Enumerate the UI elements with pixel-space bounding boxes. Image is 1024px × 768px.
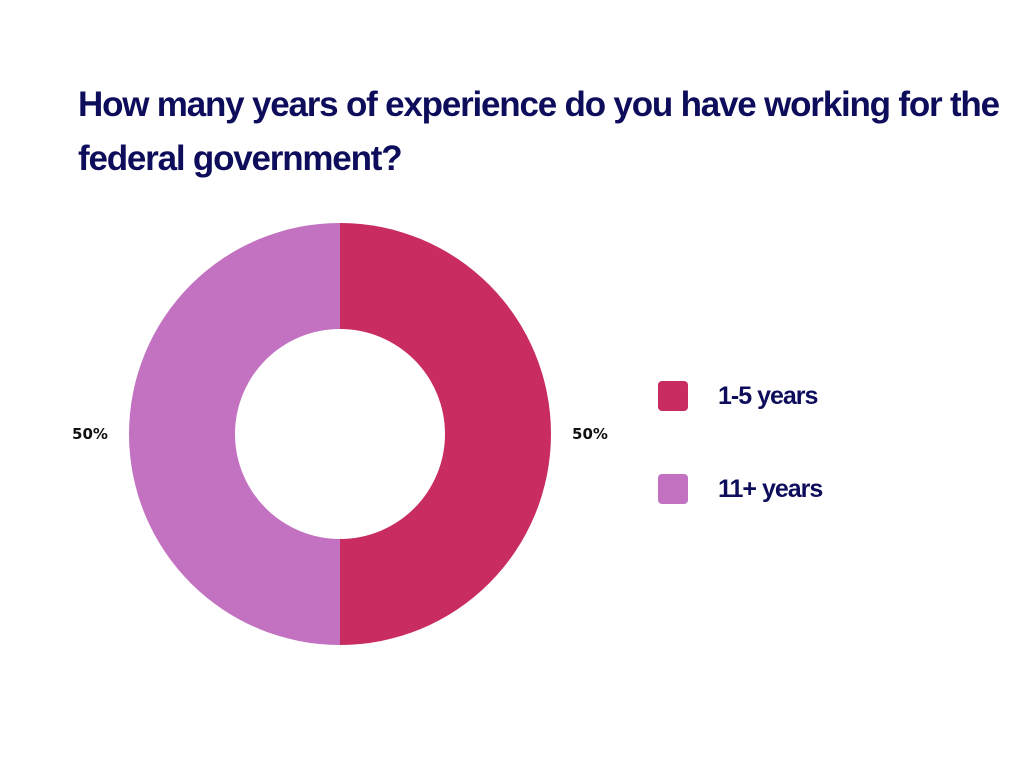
donut-slices: [129, 223, 551, 645]
donut-slice-1-5-years: [340, 223, 551, 645]
donut-slice-11-plus-years: [129, 223, 340, 645]
legend-swatch-11-plus-years: [658, 474, 688, 504]
legend: 1-5 years 11+ years: [658, 378, 823, 564]
donut-slice-labels: 50% 50%: [72, 425, 608, 443]
chart-title: How many years of experience do you have…: [78, 85, 1000, 178]
legend-item-11-plus-years: 11+ years: [658, 471, 823, 507]
slice-value-label-11-plus-years: 50%: [72, 425, 108, 443]
legend-item-1-5-years: 1-5 years: [658, 378, 822, 414]
slice-value-label-1-5-years: 50%: [572, 425, 608, 443]
legend-label-11-plus-years: 11+ years: [718, 474, 823, 503]
legend-label-1-5-years: 1-5 years: [718, 381, 818, 410]
legend-swatch-1-5-years: [658, 381, 688, 411]
